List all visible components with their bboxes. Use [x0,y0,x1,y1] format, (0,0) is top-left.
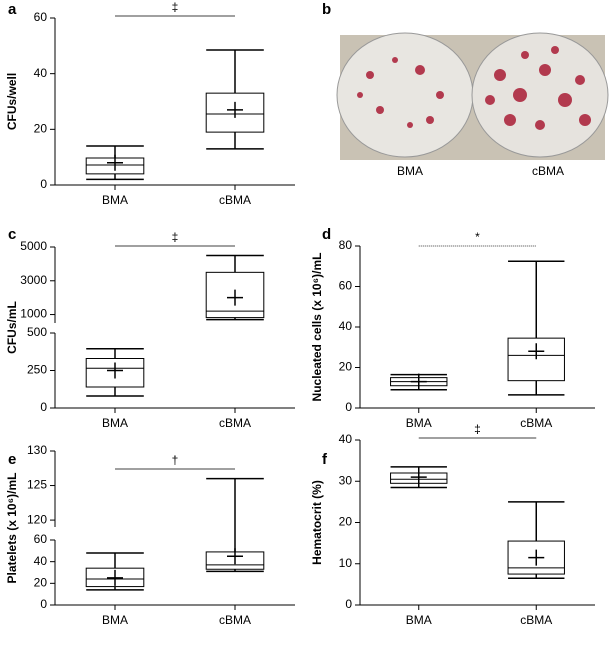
box [85,567,145,588]
significance-marker: † [172,453,179,467]
significance-marker: ‡ [474,422,481,436]
x-tick-label: BMA [406,613,432,627]
y-axis-label: Nucleated cells (x 10⁶)/mL [310,253,324,402]
y-tick-label: 40 [34,66,48,80]
y-tick-label: 0 [345,597,352,611]
x-tick-label: cBMA [219,613,251,627]
y-tick-label: 60 [34,532,48,546]
box [205,271,265,319]
y-tick-label: 5000 [20,239,47,253]
significance-marker: * [475,230,480,244]
x-tick-label: cBMA [520,613,552,627]
y-tick-label: 60 [34,10,48,24]
y-tick-label: 125 [27,478,47,492]
colonies [357,46,591,130]
y-tick-label: 10 [339,556,353,570]
mean-marker [528,549,545,566]
y-tick-label: 80 [339,238,353,252]
x-tick-label: BMA [102,613,128,627]
y-tick-label: 120 [27,512,47,526]
y-tick-label: 3000 [20,273,47,287]
mean-marker [107,569,123,586]
y-tick-label: 60 [339,279,353,293]
panel-label: b [322,1,331,18]
x-tick-label: BMA [406,416,432,430]
y-tick-label: 130 [27,443,47,457]
mean-marker [528,343,545,360]
photo-caption: cBMA [532,164,564,178]
mean-marker [227,548,243,565]
y-tick-label: 30 [339,473,353,487]
y-tick-label: 20 [339,360,353,374]
panel-label: c [8,226,16,243]
mean-marker [410,373,427,390]
mean-marker [227,101,243,118]
y-tick-label: 40 [34,554,48,568]
panel-label: f [322,451,328,468]
box [507,540,565,575]
x-tick-label: cBMA [520,416,552,430]
y-tick-label: 20 [34,122,48,136]
x-tick-label: BMA [102,416,128,430]
box [507,337,565,382]
photo-caption: BMA [397,164,423,178]
significance-marker: ‡ [172,230,179,244]
y-tick-label: 1000 [20,307,47,321]
y-tick-label: 40 [339,432,353,446]
x-tick-label: BMA [102,193,128,207]
y-axis-label: Hematocrit (%) [310,480,324,565]
y-tick-label: 250 [27,363,47,377]
panel-label: e [8,451,16,468]
box [205,92,265,133]
y-tick-label: 0 [40,400,47,414]
mean-marker [107,362,123,379]
y-tick-label: 0 [40,177,47,191]
significance-marker: ‡ [172,0,179,14]
box [85,358,145,388]
panel-label: d [322,226,331,243]
y-tick-label: 0 [40,597,47,611]
y-tick-label: 20 [34,576,48,590]
y-tick-label: 500 [27,325,47,339]
y-axis-label: CFUs/well [5,73,19,130]
photo [336,32,609,160]
mean-marker [107,154,123,171]
x-tick-label: cBMA [219,416,251,430]
x-tick-label: cBMA [219,193,251,207]
mean-marker [410,469,427,486]
y-axis-label: CFUs/mL [5,301,19,354]
mean-marker [227,289,243,306]
panel-label: a [8,1,17,18]
dish [471,32,609,158]
y-tick-label: 20 [339,515,353,529]
y-tick-label: 0 [345,400,352,414]
y-axis-label: Platelets (x 10⁶)/mL [5,473,19,584]
y-tick-label: 40 [339,319,353,333]
